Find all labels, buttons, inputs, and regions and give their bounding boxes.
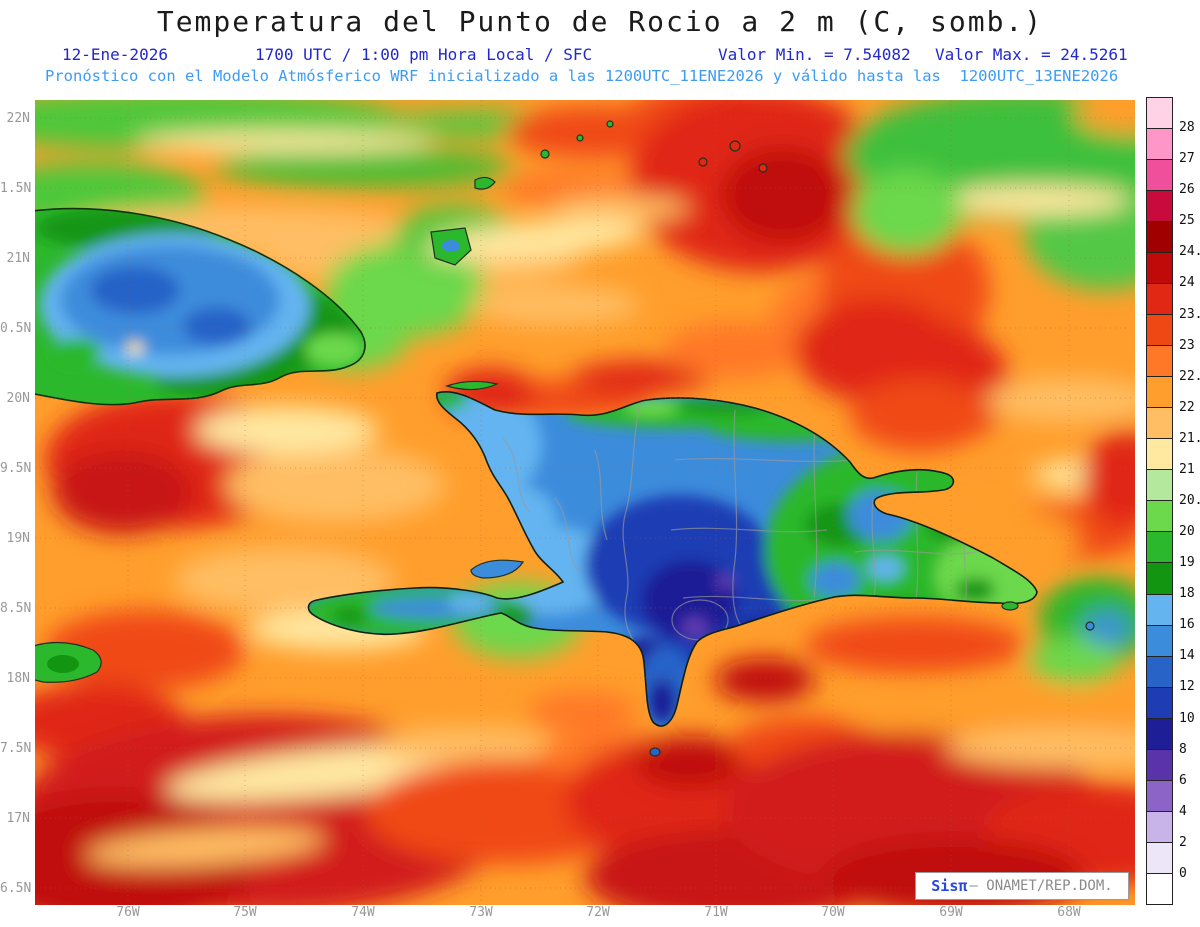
colorbar-tick-label: 8: [1179, 741, 1187, 757]
colorbar-cell: [1147, 253, 1172, 285]
branding-box: Sisπ – ONAMET/REP.DOM.: [915, 872, 1129, 900]
lat-tick-label: 19N: [6, 531, 30, 546]
colorbar-tick-label: 23.5: [1179, 306, 1200, 322]
colorbar-cell: [1147, 594, 1172, 626]
page-title: Temperatura del Punto de Rocio a 2 m (C,…: [156, 5, 1044, 38]
colorbar-tick-label: 20.5: [1179, 493, 1200, 508]
colorbar-cell: [1147, 656, 1172, 688]
colorbar-cell: [1147, 377, 1172, 409]
ocean-shading: [35, 100, 1135, 905]
brand-app-label: Sisπ: [931, 877, 968, 895]
colorbar-cell: [1147, 780, 1172, 812]
lat-tick-label: 22N: [6, 111, 30, 126]
latitude-axis: 22N 1.5N 21N 0.5N 20N 9.5N 19N 8.5N 18N 7.5N 17N 6.…: [0, 100, 32, 905]
colorbar-tick-label: 24: [1179, 275, 1195, 291]
forecast-date: 12-Ene-2026: [62, 45, 168, 64]
lat-tick-label: 1.5N: [0, 181, 32, 196]
colorbar-tick-label: 12: [1179, 679, 1195, 695]
colorbar-cell: [1147, 408, 1172, 440]
map-area: Sisπ – ONAMET/REP.DOM.: [35, 100, 1135, 905]
colorbar-tick-label: 18: [1179, 586, 1195, 602]
lat-tick-label: 6.5N: [0, 881, 32, 896]
lat-tick-label: 0.5N: [0, 321, 32, 336]
value-min-label: Valor Min. = 7.54082: [718, 45, 911, 64]
lat-tick-label: 8.5N: [0, 601, 32, 616]
grid-lines: [35, 100, 1135, 905]
forecast-valid-time: 1700 UTC / 1:00 pm Hora Local / SFC: [255, 45, 593, 64]
colorbar-cell: [1147, 346, 1172, 378]
colorbar-tick-label: 22.5: [1179, 368, 1200, 384]
lon-tick-label: 75W: [233, 905, 257, 920]
colorbar-cell: [1147, 284, 1172, 316]
colorbar-tick-label: 2: [1179, 834, 1187, 850]
admin-borders: [502, 399, 978, 661]
colorbar-tick-label: 16: [1179, 617, 1195, 633]
lat-tick-label: 9.5N: [0, 461, 32, 476]
model-info-line: Pronóstico con el Modelo Atmósferico WRF…: [45, 67, 1119, 85]
colorbar-cell: [1147, 749, 1172, 781]
colorbar-cell: [1147, 439, 1172, 471]
colorbar-cell: [1147, 625, 1172, 657]
colorbar-cell: [1147, 873, 1172, 904]
colorbar-tick-label: 28: [1179, 120, 1195, 136]
colorbar-labels: 2827262524.52423.52322.52221.52120.52019…: [1179, 97, 1200, 905]
colorbar-cell: [1147, 718, 1172, 750]
colorbar-tick-label: 26: [1179, 182, 1195, 198]
colorbar-cell: [1147, 563, 1172, 595]
lon-tick-label: 74W: [351, 905, 375, 920]
lon-tick-label: 76W: [116, 905, 140, 920]
colorbar-tick-label: 21.5: [1179, 430, 1200, 446]
small-islands: [35, 120, 1095, 757]
lat-tick-label: 21N: [6, 251, 30, 266]
colorbar-cell: [1147, 160, 1172, 192]
forecast-map: [35, 100, 1135, 905]
colorbar-tick-label: 14: [1179, 648, 1195, 664]
colorbar-legend: 2827262524.52423.52322.52221.52120.52019…: [1146, 97, 1200, 907]
brand-org-label: – ONAMET/REP.DOM.: [969, 878, 1113, 894]
colorbar-tick-label: 0: [1179, 865, 1187, 881]
lon-tick-label: 71W: [704, 905, 728, 920]
lat-tick-label: 20N: [6, 391, 30, 406]
lon-tick-label: 70W: [821, 905, 845, 920]
lat-tick-label: 17N: [6, 811, 30, 826]
lon-tick-label: 72W: [586, 905, 610, 920]
colorbar-cell: [1147, 470, 1172, 502]
colorbar-cell: [1147, 315, 1172, 347]
colorbar-tick-label: 25: [1179, 213, 1195, 229]
colorbar-cell: [1147, 191, 1172, 223]
colorbar-tick-label: 21: [1179, 461, 1195, 477]
colorbar-tick-label: 19: [1179, 555, 1195, 571]
colorbar-cell: [1147, 811, 1172, 843]
colorbar-cell: [1147, 842, 1172, 874]
colorbar-cells: [1146, 97, 1173, 905]
colorbar-cell: [1147, 129, 1172, 161]
colorbar-tick-label: 27: [1179, 151, 1195, 167]
longitude-axis: 76W 75W 74W 73W 72W 71W 70W 69W 68W: [0, 905, 1200, 923]
lon-tick-label: 68W: [1057, 905, 1081, 920]
value-max-label: Valor Max. = 24.5261: [935, 45, 1128, 64]
colorbar-tick-label: 4: [1179, 803, 1187, 819]
lat-tick-label: 18N: [6, 671, 30, 686]
lon-tick-label: 69W: [939, 905, 963, 920]
colorbar-cell: [1147, 222, 1172, 254]
colorbar-cell: [1147, 98, 1172, 130]
colorbar-cell: [1147, 687, 1172, 719]
colorbar-cell: [1147, 532, 1172, 564]
colorbar-cell: [1147, 501, 1172, 533]
colorbar-tick-label: 22: [1179, 399, 1195, 415]
lon-tick-label: 73W: [469, 905, 493, 920]
colorbar-tick-label: 10: [1179, 710, 1195, 726]
island-cuba: [35, 207, 366, 406]
lat-tick-label: 7.5N: [0, 741, 32, 756]
colorbar-tick-label: 23: [1179, 337, 1195, 353]
colorbar-tick-label: 24.5: [1179, 244, 1200, 260]
colorbar-tick-label: 6: [1179, 772, 1187, 788]
colorbar-tick-label: 20: [1179, 524, 1195, 540]
